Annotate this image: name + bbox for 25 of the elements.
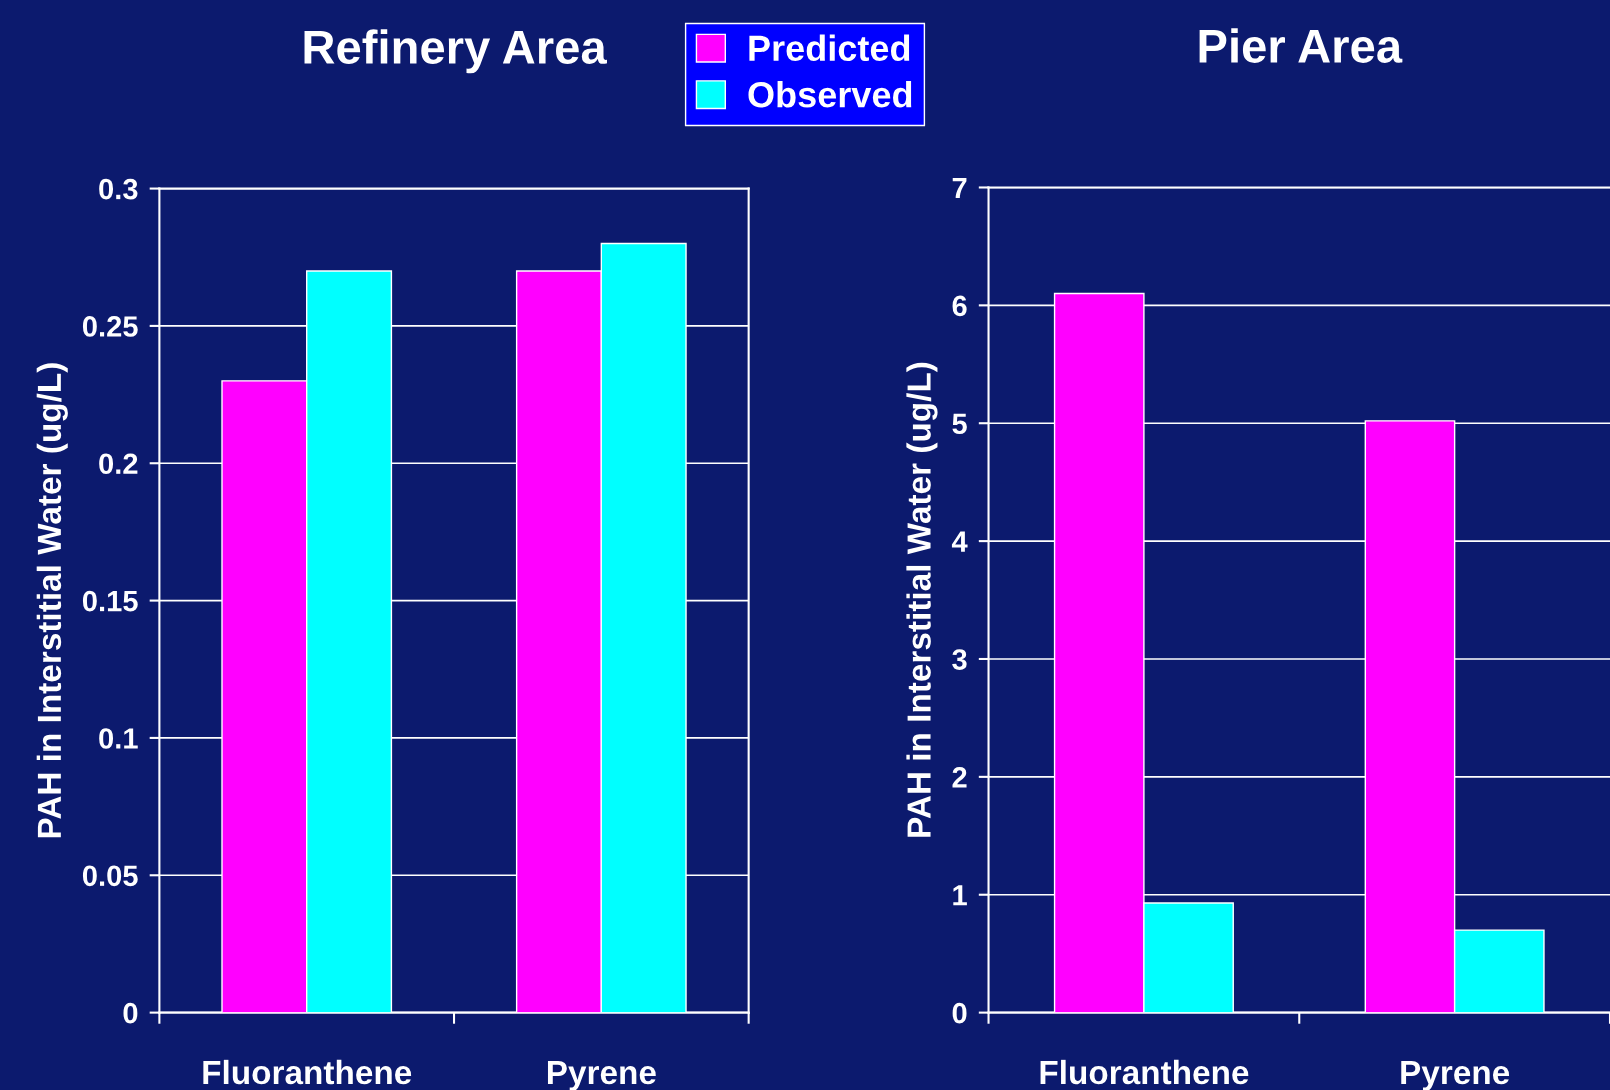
x-tick-label: Pyrene [547,1061,656,1090]
y-tick-label: 0.2 [99,453,138,475]
y-tick-label: 0 [123,1002,138,1024]
chart-title: Refinery Area [304,29,607,74]
y-tick-label: 1 [953,885,967,906]
y-axis-title: PAH in Interstitial Water (ug/L) [36,363,68,838]
y-tick-label: 4 [951,531,968,552]
y-tick-label: 0.25 [82,316,138,337]
y-tick-label: 0 [952,1002,967,1024]
y-tick-label: 0.3 [99,178,138,200]
y-tick-label: 6 [952,295,967,317]
legend-label: Observed [748,81,912,108]
y-tick-label: 5 [952,413,967,435]
legend-label: Predicted [749,34,910,62]
y-tick-label: 0.05 [82,865,138,887]
y-tick-label: 0.15 [82,590,138,612]
x-tick-label: Fluoranthene [203,1059,412,1085]
x-tick-label: Fluoranthene [1040,1059,1249,1085]
y-tick-label: 2 [952,767,967,788]
y-tick-label: 7 [952,177,967,199]
chart-title: Pier Area [1199,28,1403,63]
y-tick-label: 0.1 [99,728,138,749]
y-tick-label: 3 [952,649,967,670]
x-tick-label: Pyrene [1401,1061,1510,1090]
y-axis-title: PAH in Interstitial Water (ug/L) [906,362,938,837]
